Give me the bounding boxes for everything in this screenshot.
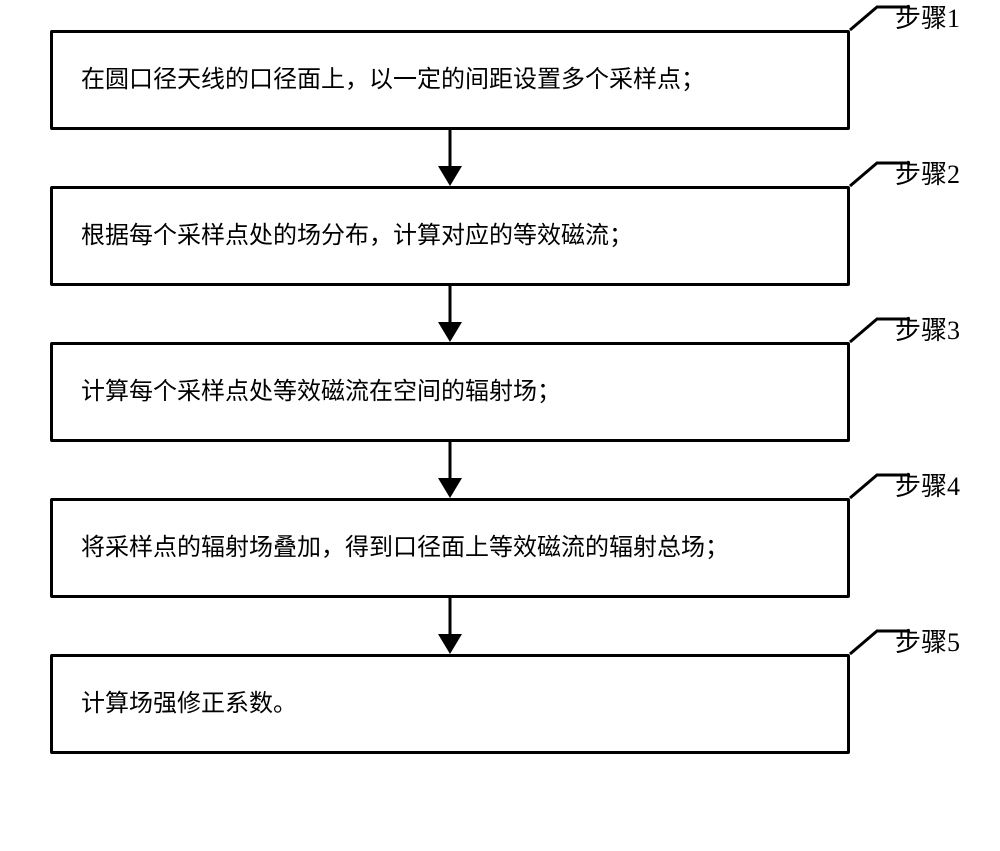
arrow-down-icon — [50, 442, 850, 498]
step-box: 在圆口径天线的口径面上，以一定的间距设置多个采样点； — [50, 30, 850, 130]
arrow-down-icon — [50, 130, 850, 186]
label-bracket — [850, 160, 910, 186]
step-text: 将采样点的辐射场叠加，得到口径面上等效磁流的辐射总场； — [81, 530, 729, 566]
step-box: 计算场强修正系数。 — [50, 654, 850, 754]
step-3: 步骤3 计算每个采样点处等效磁流在空间的辐射场； — [50, 342, 950, 442]
flowchart: 步骤1 在圆口径天线的口径面上，以一定的间距设置多个采样点； 步骤2 根据每个采… — [50, 30, 950, 754]
step-box: 计算每个采样点处等效磁流在空间的辐射场； — [50, 342, 850, 442]
label-bracket — [850, 316, 910, 342]
arrow-down-icon — [50, 286, 850, 342]
step-2: 步骤2 根据每个采样点处的场分布，计算对应的等效磁流； — [50, 186, 950, 286]
step-4: 步骤4 将采样点的辐射场叠加，得到口径面上等效磁流的辐射总场； — [50, 498, 950, 598]
step-text: 计算场强修正系数。 — [81, 686, 297, 722]
label-bracket — [850, 472, 910, 498]
step-box: 根据每个采样点处的场分布，计算对应的等效磁流； — [50, 186, 850, 286]
arrow-down-icon — [50, 598, 850, 654]
step-text: 在圆口径天线的口径面上，以一定的间距设置多个采样点； — [81, 62, 705, 98]
step-5: 步骤5 计算场强修正系数。 — [50, 654, 950, 754]
step-text: 计算每个采样点处等效磁流在空间的辐射场； — [81, 374, 561, 410]
label-bracket — [850, 4, 910, 30]
step-text: 根据每个采样点处的场分布，计算对应的等效磁流； — [81, 218, 633, 254]
step-1: 步骤1 在圆口径天线的口径面上，以一定的间距设置多个采样点； — [50, 30, 950, 130]
step-box: 将采样点的辐射场叠加，得到口径面上等效磁流的辐射总场； — [50, 498, 850, 598]
label-bracket — [850, 628, 910, 654]
